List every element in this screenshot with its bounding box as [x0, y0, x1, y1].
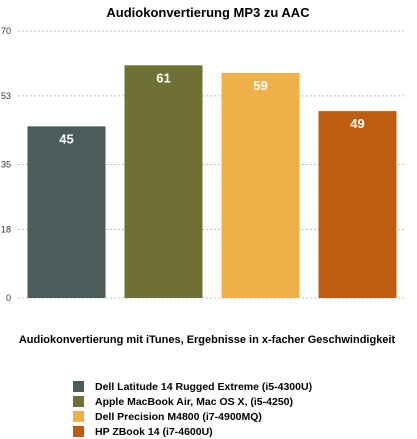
- y-tick-label: 0: [6, 293, 11, 303]
- y-tick-label: 53: [1, 91, 11, 101]
- legend: Dell Latitude 14 Rugged Extreme (i5-4300…: [73, 379, 312, 439]
- chart-title: Audiokonvertierung MP3 zu AAC: [106, 5, 310, 20]
- y-axis: 0 18 35 53 70: [1, 26, 11, 303]
- data-labels: 45 61 59 49: [59, 70, 364, 146]
- x-axis-label: Audiokonvertierung mit iTunes, Ergebniss…: [19, 334, 396, 346]
- legend-label: Dell Precision M4800 (i7-4900MQ): [95, 410, 262, 423]
- data-label: 61: [156, 70, 170, 85]
- data-label: 45: [59, 131, 73, 146]
- legend-item: HP ZBook 14 (i7-4600U): [73, 424, 312, 439]
- bar-1: [27, 126, 106, 298]
- y-tick-label: 18: [1, 224, 11, 234]
- legend-swatch: [73, 396, 84, 407]
- legend-swatch: [73, 426, 84, 437]
- legend-item: Dell Precision M4800 (i7-4900MQ): [73, 409, 312, 424]
- legend-swatch: [73, 381, 84, 392]
- legend-label: Dell Latitude 14 Rugged Extreme (i5-4300…: [95, 380, 313, 393]
- bar-2: [124, 65, 203, 298]
- data-label: 49: [350, 116, 364, 131]
- legend-item: Dell Latitude 14 Rugged Extreme (i5-4300…: [73, 379, 312, 394]
- bar-3: [221, 72, 300, 298]
- legend-swatch: [73, 411, 84, 422]
- data-label: 59: [253, 78, 267, 93]
- bars: [27, 65, 397, 298]
- bar-4: [318, 111, 397, 298]
- y-tick-label: 70: [1, 26, 11, 36]
- legend-item: Apple MacBook Air, Mac OS X, (i5-4250): [73, 394, 312, 409]
- y-tick-label: 35: [1, 160, 11, 170]
- legend-label: HP ZBook 14 (i7-4600U): [95, 425, 213, 438]
- legend-label: Apple MacBook Air, Mac OS X, (i5-4250): [95, 395, 294, 408]
